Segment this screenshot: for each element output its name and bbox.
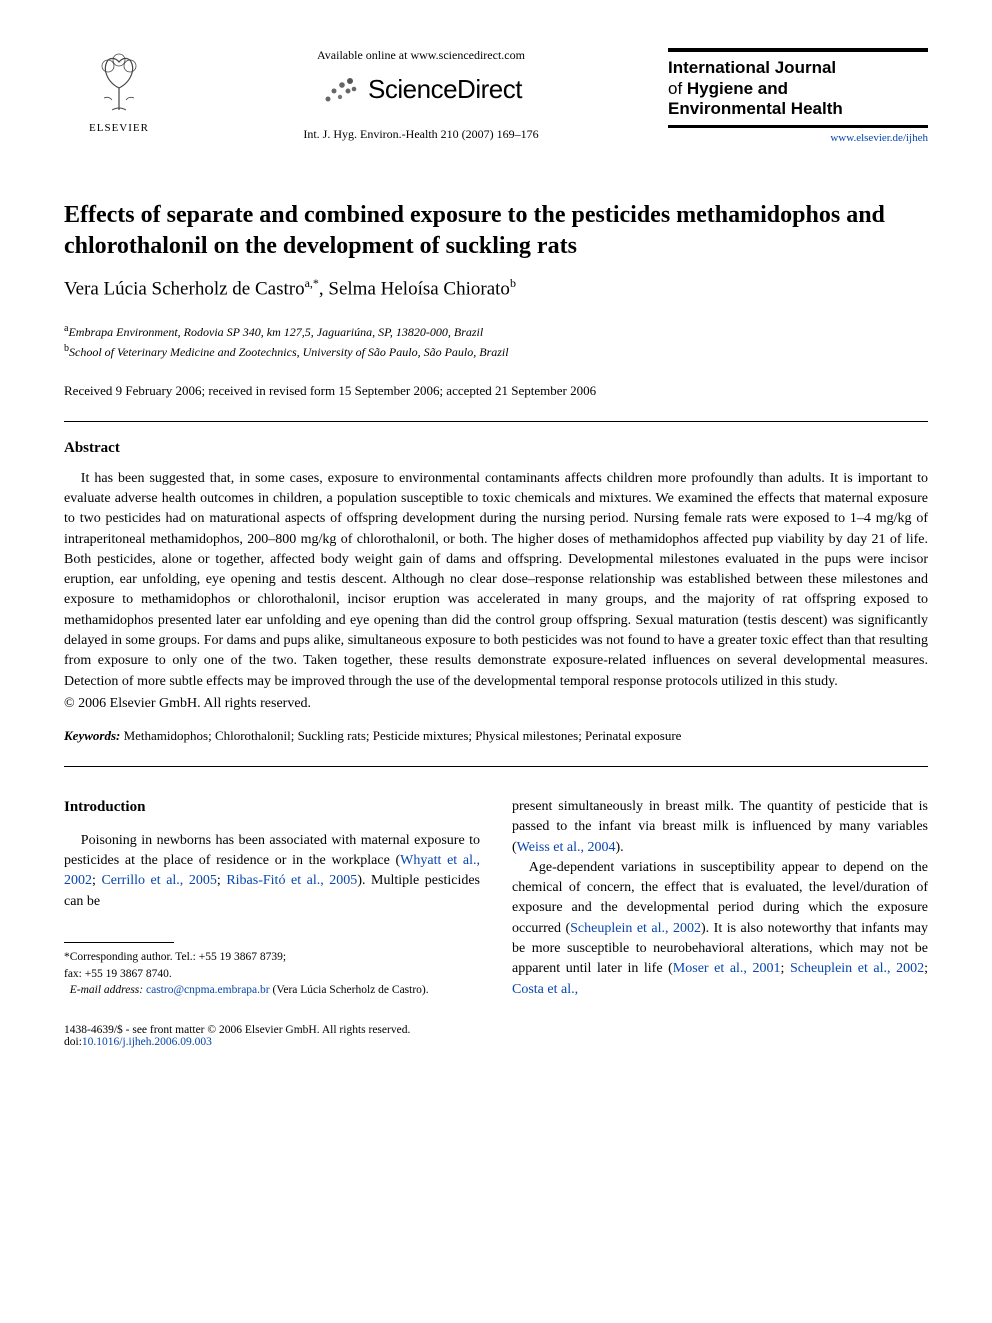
journal-line2: of Hygiene and [668, 79, 928, 99]
affiliations: aEmbrapa Environment, Rodovia SP 340, km… [64, 321, 928, 361]
sciencedirect-text: ScienceDirect [368, 74, 522, 105]
two-column-body: Introduction Poisoning in newborns has b… [64, 797, 928, 1000]
available-online-text: Available online at www.sciencedirect.co… [317, 48, 525, 63]
intro-para-right-2: Age-dependent variations in susceptibili… [512, 858, 928, 1000]
author-email-link[interactable]: castro@cnpma.embrapa.br [146, 984, 270, 996]
journal-line1: International Journal [668, 58, 928, 78]
ref-scheuplein-2002a[interactable]: Scheuplein et al., 2002 [570, 921, 701, 936]
keywords-line: Keywords: Methamidophos; Chlorothalonil;… [64, 728, 928, 744]
author-1: Vera Lúcia Scherholz de Castro [64, 279, 305, 300]
author-2: Selma Heloísa Chiorato [328, 279, 510, 300]
email-line: E-mail address: castro@cnpma.embrapa.br … [64, 982, 480, 999]
journal-line3: Environmental Health [668, 99, 928, 128]
fax-line: fax: +55 19 3867 8740. [64, 966, 480, 983]
ref-ribas-fito-2005[interactable]: Ribas-Fitó et al., 2005 [226, 873, 357, 888]
ref-cerrillo-2005[interactable]: Cerrillo et al., 2005 [101, 873, 216, 888]
ref-weiss-2004[interactable]: Weiss et al., 2004 [517, 840, 616, 855]
article-dates: Received 9 February 2006; received in re… [64, 383, 928, 399]
affiliation-a: aEmbrapa Environment, Rodovia SP 340, km… [64, 321, 928, 341]
keywords-label: Keywords: [64, 728, 120, 743]
sciencedirect-logo: ScienceDirect [320, 69, 522, 109]
abstract-heading: Abstract [64, 440, 928, 457]
abstract-text: It has been suggested that, in some case… [64, 469, 928, 692]
journal-url-link[interactable]: www.elsevier.de/ijheh [668, 132, 928, 144]
elsevier-label: ELSEVIER [89, 122, 149, 134]
citation-line: Int. J. Hyg. Environ.-Health 210 (2007) … [303, 127, 538, 142]
journal-title-block: International Journal of Hygiene and Env… [668, 48, 928, 144]
ref-scheuplein-2002b[interactable]: Scheuplein et al., 2002 [790, 961, 924, 976]
authors-line: Vera Lúcia Scherholz de Castroa,*, Selma… [64, 276, 928, 300]
elsevier-logo-block: ELSEVIER [64, 48, 174, 134]
intro-para-left: Poisoning in newborns has been associate… [64, 831, 480, 912]
introduction-heading: Introduction [64, 797, 480, 819]
page-header: ELSEVIER Available online at www.science… [64, 48, 928, 144]
elsevier-tree-icon [84, 48, 154, 118]
right-column: present simultaneously in breast milk. T… [512, 797, 928, 1000]
ref-moser-2001[interactable]: Moser et al., 2001 [673, 961, 781, 976]
abstract-copyright: © 2006 Elsevier GmbH. All rights reserve… [64, 696, 928, 712]
rule-top [64, 421, 928, 422]
article-title: Effects of separate and combined exposur… [64, 200, 928, 262]
header-center: Available online at www.sciencedirect.co… [174, 48, 668, 142]
left-column: Introduction Poisoning in newborns has b… [64, 797, 480, 1000]
keywords-text: Methamidophos; Chlorothalonil; Suckling … [120, 728, 681, 743]
intro-para-right-1: present simultaneously in breast milk. T… [512, 797, 928, 858]
ref-costa[interactable]: Costa et al., [512, 982, 578, 997]
sciencedirect-dots-icon [320, 69, 360, 109]
footer-copyright: 1438-4639/$ - see front matter © 2006 El… [64, 1024, 928, 1036]
doi-line: doi:10.1016/j.ijheh.2006.09.003 [64, 1036, 928, 1048]
doi-link[interactable]: 10.1016/j.ijheh.2006.09.003 [82, 1036, 212, 1048]
footnote-rule [64, 942, 174, 943]
corresponding-author: *Corresponding author. Tel.: +55 19 3867… [64, 949, 480, 966]
footnotes: *Corresponding author. Tel.: +55 19 3867… [64, 949, 480, 999]
rule-bottom [64, 766, 928, 767]
affiliation-b: bSchool of Veterinary Medicine and Zoote… [64, 341, 928, 361]
